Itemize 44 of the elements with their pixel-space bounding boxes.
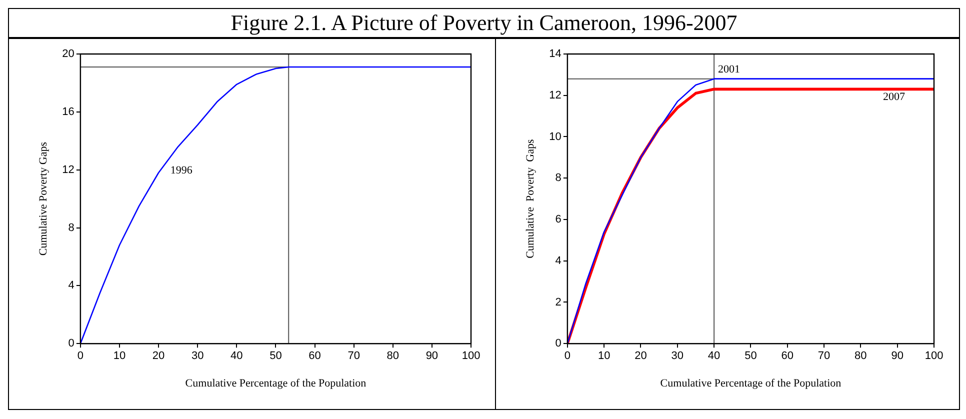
x-tick-label: 0: [77, 350, 84, 362]
x-tick-label: 80: [854, 350, 867, 362]
annotation: 2001: [718, 64, 740, 76]
x-axis-title: Cumulative Percentage of the Population: [660, 377, 842, 390]
y-tick-label: 20: [62, 48, 74, 60]
x-tick-label: 40: [230, 350, 243, 362]
x-tick-label: 10: [113, 350, 126, 362]
x-tick-label: 10: [598, 350, 610, 362]
annotation: 2007: [883, 91, 906, 104]
x-tick-label: 40: [708, 350, 720, 362]
x-tick-label: 70: [348, 350, 360, 362]
chart-title: Figure 2.1. A Picture of Poverty in Cameroon, 1996-2007: [9, 9, 959, 39]
y-tick-label: 12: [549, 89, 562, 102]
x-tick-label: 30: [671, 350, 684, 362]
y-tick-label: 4: [555, 254, 562, 267]
x-tick-label: 20: [152, 350, 165, 362]
y-tick-label: 2: [555, 296, 562, 308]
y-axis-title: Cumulative Poverty Gaps: [37, 142, 50, 256]
x-tick-label: 100: [462, 350, 480, 362]
x-tick-label: 90: [891, 350, 904, 362]
x-tick-label: 90: [426, 350, 438, 362]
x-tick-label: 100: [924, 350, 944, 362]
x-tick-label: 80: [386, 350, 400, 362]
x-tick-label: 60: [308, 350, 321, 362]
y-tick-label: 12: [62, 164, 74, 176]
x-tick-label: 70: [818, 350, 830, 362]
x-tick-label: 50: [270, 350, 282, 362]
y-tick-label: 16: [62, 106, 74, 118]
y-tick-label: 0: [68, 338, 74, 350]
x-tick-label: 50: [744, 350, 757, 362]
y-tick-label: 10: [549, 130, 562, 143]
x-axis-title: Cumulative Percentage of the Population: [185, 377, 367, 390]
x-tick-label: 30: [191, 350, 204, 362]
y-tick-label: 4: [68, 280, 74, 292]
x-tick-label: 0: [564, 350, 570, 362]
y-tick-label: 6: [555, 214, 562, 226]
y-tick-label: 8: [555, 172, 562, 184]
y-tick-label: 14: [549, 48, 562, 60]
y-tick-label: 8: [68, 222, 74, 234]
x-tick-label: 60: [781, 350, 794, 362]
y-tick-label: 0: [555, 338, 562, 350]
x-tick-label: 20: [634, 350, 647, 362]
y-axis-title: Cumulative Poverty Gaps: [524, 139, 536, 258]
annotation: 1996: [170, 164, 193, 176]
